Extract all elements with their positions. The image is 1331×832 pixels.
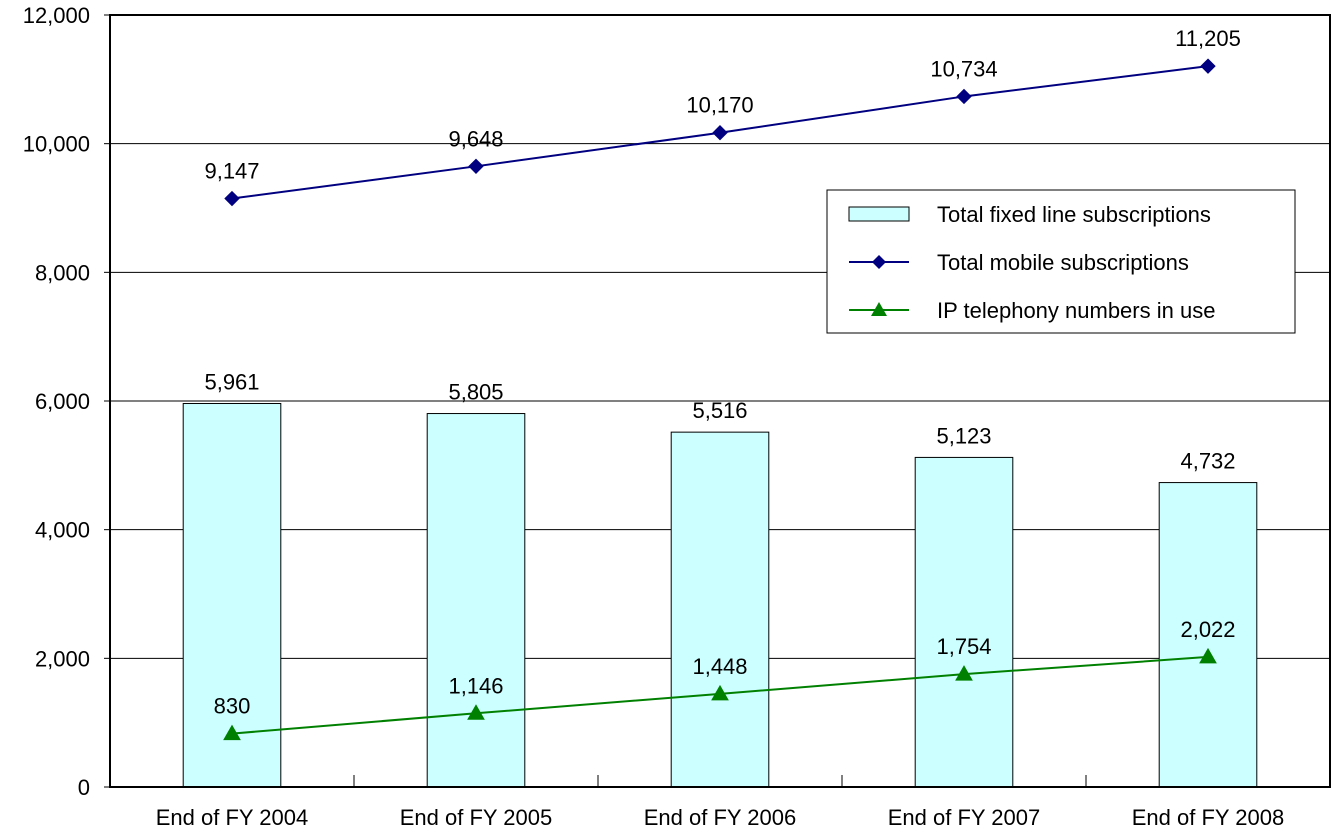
bar-fixed-line [426, 413, 526, 788]
x-tick-label: End of FY 2004 [156, 805, 309, 830]
bar-fixed-line [914, 456, 1014, 788]
y-tick-label: 10,000 [23, 132, 90, 157]
x-tick-label: End of FY 2008 [1132, 805, 1285, 830]
data-label-fixed-line: 5,961 [204, 370, 259, 395]
legend-label: Total fixed line subscriptions [937, 202, 1211, 227]
legend-label: Total mobile subscriptions [937, 250, 1189, 275]
marker-mobile [224, 190, 240, 207]
x-tick-label: End of FY 2007 [888, 805, 1041, 830]
plot-frame [109, 14, 1331, 788]
marker-mobile [1200, 58, 1216, 74]
y-tick-label: 4,000 [35, 518, 90, 543]
series-lines [223, 58, 1217, 741]
legend-label: IP telephony numbers in use [937, 298, 1215, 323]
axes: 0 2,000 4,000 6,000 8,000 10,000 12,000 End of … [23, 3, 1331, 830]
fixed-line-bars [182, 403, 1258, 788]
data-label-mobile: 10,170 [686, 93, 753, 118]
marker-ip [711, 684, 729, 701]
marker-ip [467, 704, 485, 720]
data-label-fixed-line: 5,805 [448, 380, 503, 405]
data-label-mobile: 10,734 [930, 56, 997, 81]
marker-mobile [468, 158, 484, 175]
data-label-ip: 2,022 [1180, 617, 1235, 642]
data-label-mobile: 9,147 [204, 159, 259, 184]
marker-ip [1199, 647, 1217, 664]
legend-marker-ip [871, 302, 887, 316]
data-label-fixed-line: 5,516 [692, 398, 747, 423]
y-tick-label: 0 [78, 775, 90, 800]
x-tick-label: End of FY 2006 [644, 805, 797, 830]
data-label-mobile: 11,205 [1175, 26, 1241, 51]
data-label-ip: 1,448 [692, 654, 747, 679]
bar-fixed-line [670, 431, 770, 788]
data-label-mobile: 9,648 [448, 126, 503, 151]
y-tick-label: 6,000 [35, 389, 90, 414]
data-labels: 5,961 5,805 5,516 5,123 4,732 9,147 9,648 10,17… [204, 26, 1240, 718]
marker-ip [223, 724, 241, 741]
data-label-ip: 1,754 [936, 634, 991, 659]
data-label-fixed-line: 4,732 [1180, 449, 1235, 474]
y-tick-label: 12,000 [23, 3, 90, 28]
data-label-ip: 830 [214, 694, 251, 719]
bar-fixed-line [1158, 482, 1258, 788]
marker-ip [955, 665, 973, 681]
data-label-ip: 1,146 [448, 673, 503, 698]
y-tick-label: 2,000 [35, 646, 90, 671]
legend-marker-mobile [872, 255, 886, 269]
data-label-fixed-line: 5,123 [936, 423, 991, 448]
marker-mobile [956, 88, 972, 105]
legend: Total fixed line subscriptions Total mobi… [826, 189, 1296, 334]
marker-mobile [712, 125, 728, 141]
bar-fixed-line [182, 403, 282, 788]
y-tick-label: 8,000 [35, 260, 90, 285]
legend-swatch-fixed-line [848, 206, 910, 222]
x-tick-label: End of FY 2005 [400, 805, 553, 830]
